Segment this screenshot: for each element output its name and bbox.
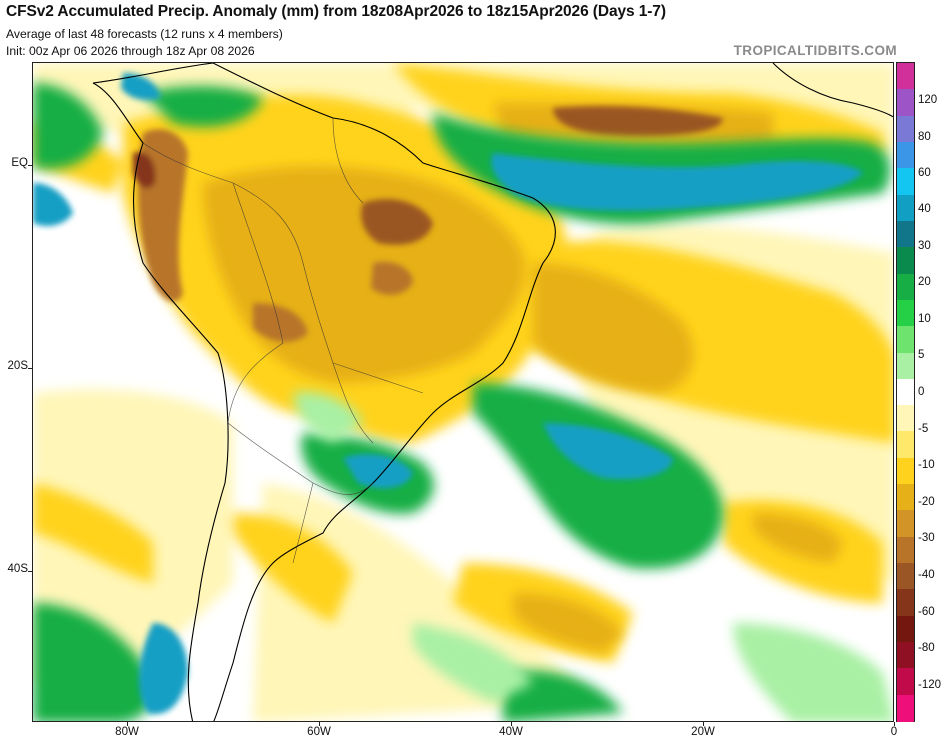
precip-anomaly-map [32, 62, 894, 722]
lat-label-40s: 40S [7, 563, 28, 575]
colorbar-swatch [897, 563, 914, 590]
colorbar-tick-label: 40 [918, 203, 931, 215]
lat-label-eq: EQ [11, 157, 28, 169]
coastline-outline [92, 63, 893, 721]
colorbar-swatch [897, 536, 914, 564]
lat-tick-40s [28, 571, 32, 572]
colorbar-swatch [897, 141, 914, 169]
lon-tick-0 [894, 722, 895, 726]
colorbar-swatch [897, 63, 914, 90]
map-subtitle-init: Init: 00z Apr 06 2026 through 18z Apr 08… [6, 44, 255, 58]
colorbar-tick-label: 0 [918, 386, 925, 398]
colorbar-swatch [897, 510, 914, 538]
lat-label-20s: 20S [7, 360, 28, 372]
colorbar-swatch [897, 168, 914, 196]
colorbar-swatch [897, 299, 914, 327]
lon-tick-80w [127, 722, 128, 726]
colorbar-swatch [897, 247, 914, 275]
colorbar-swatch [897, 484, 914, 512]
colorbar-swatch [897, 431, 914, 459]
colorbar [896, 62, 915, 722]
colorbar-tick-label: -20 [918, 496, 935, 508]
colorbar-swatch [897, 457, 914, 485]
colorbar-swatch [897, 378, 914, 406]
colorbar-swatch [897, 326, 914, 354]
lon-tick-40w [511, 722, 512, 726]
colorbar-tick-label: 10 [918, 313, 931, 325]
map-subtitle-forecasts: Average of last 48 forecasts (12 runs x … [6, 27, 283, 41]
colorbar-swatch [897, 220, 914, 248]
colorbar-swatch [897, 589, 914, 617]
lon-label-20w: 20W [691, 726, 715, 738]
lon-label-80w: 80W [115, 726, 139, 738]
colorbar-swatch [897, 405, 914, 433]
colorbar-swatch [897, 615, 914, 643]
colorbar-tick-label: -40 [918, 569, 935, 581]
colorbar-swatch [897, 273, 914, 301]
anomaly-field [33, 63, 893, 721]
lon-tick-20w [703, 722, 704, 726]
colorbar-swatch [897, 668, 914, 696]
colorbar-tick-label: -10 [918, 459, 935, 471]
lat-tick-20s [28, 368, 32, 369]
colorbar-swatch [897, 194, 914, 222]
colorbar-tick-label: 80 [918, 131, 931, 143]
colorbar-tick-label: 20 [918, 276, 931, 288]
brand-watermark: TROPICALTIDBITS.COM [733, 43, 897, 58]
colorbar-swatch [897, 115, 914, 143]
colorbar-tick-label: 60 [918, 167, 931, 179]
colorbar-tick-label: -5 [918, 423, 929, 435]
lon-label-0: 0 [890, 726, 898, 738]
colorbar-swatch [897, 352, 914, 380]
colorbar-tick-label: -80 [918, 642, 935, 654]
colorbar-tick-label: 5 [918, 349, 925, 361]
lat-tick-eq [28, 165, 32, 166]
colorbar-swatch [897, 694, 914, 722]
lon-label-60w: 60W [307, 726, 331, 738]
colorbar-tick-label: -120 [918, 679, 942, 691]
colorbar-tick-label: -60 [918, 606, 935, 618]
lon-tick-60w [319, 722, 320, 726]
colorbar-tick-label: 30 [918, 240, 931, 252]
map-title: CFSv2 Accumulated Precip. Anomaly (mm) f… [6, 3, 666, 20]
country-borders [142, 117, 424, 564]
colorbar-swatch [897, 89, 914, 117]
colorbar-tick-label: 120 [918, 94, 938, 106]
lon-label-40w: 40W [499, 726, 523, 738]
colorbar-tick-label: -30 [918, 532, 935, 544]
colorbar-swatch [897, 642, 914, 669]
